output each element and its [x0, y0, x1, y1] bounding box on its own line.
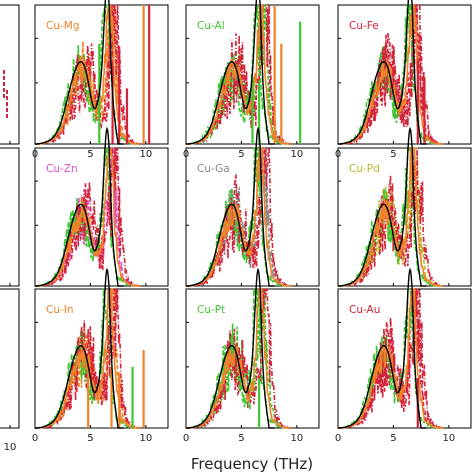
- x-tick-label: 10: [139, 433, 152, 444]
- alloy-dos-line: [186, 145, 292, 287]
- x-tick-label: 5: [238, 149, 244, 160]
- alloy-dos-line: [35, 288, 141, 429]
- alloy-dos-line: [35, 288, 141, 429]
- reference-cu-dos-line: [338, 267, 427, 429]
- alloy-dos-line: [186, 147, 292, 287]
- panel-cu-pt: 0 5 10 Cu-Pt: [183, 267, 320, 444]
- reference-cu-dos-line: [35, 267, 124, 429]
- panel-title: Cu-Ga: [197, 163, 230, 175]
- panel-frame: [185, 288, 320, 429]
- panel-title: Cu-Au: [349, 304, 380, 316]
- reference-cu-dos-line: [35, 0, 124, 145]
- x-tick-label: 0: [183, 433, 189, 444]
- x-tick-label: 0: [335, 433, 341, 444]
- panel-frame: [34, 288, 169, 429]
- panel-frame: [337, 4, 472, 145]
- left-partial-tick-label: 10: [4, 442, 17, 453]
- panel-cu-fe: 0 5Cu-Fe: [335, 0, 472, 160]
- panel-title: Cu-Zn: [46, 163, 78, 175]
- panel-cu-zn: Cu-Zn: [34, 126, 169, 287]
- alloy-dos-line: [186, 288, 292, 429]
- panel-cu-pd: Cu-Pd: [337, 126, 472, 288]
- alloy-dos-line: [35, 147, 141, 287]
- panel-title: Cu-Fe: [349, 20, 379, 32]
- alloy-dos-line: [338, 147, 444, 288]
- panel-frame: [185, 147, 320, 287]
- alloy-dos-line: [35, 147, 141, 287]
- panel-frame: [337, 288, 472, 429]
- x-tick-label: 5: [87, 149, 93, 160]
- left-partial-panels: [0, 4, 20, 429]
- panel-frame: [337, 147, 472, 287]
- panel-frame: [34, 4, 169, 145]
- x-tick-label: 5: [390, 433, 396, 444]
- alloy-dos-line: [35, 4, 141, 145]
- panel-title: Cu-Pd: [349, 163, 380, 175]
- panel-title: Cu-In: [46, 304, 74, 316]
- reference-cu-dos-line: [186, 267, 275, 429]
- x-tick-label: 10: [290, 433, 303, 444]
- x-tick-label: 5: [87, 433, 93, 444]
- reference-cu-dos-line: [338, 0, 427, 145]
- panel-title: Cu-Pt: [197, 304, 225, 316]
- x-axis-label: Frequency (THz): [191, 455, 313, 473]
- panel-frame: [34, 147, 169, 287]
- panel-cu-in: 0 5 10 Cu-In: [32, 267, 169, 444]
- reference-cu-dos-line: [35, 126, 124, 287]
- partial-panel-frame: [0, 147, 20, 287]
- x-tick-label: 0: [32, 433, 38, 444]
- x-tick-label: 10: [290, 149, 303, 160]
- x-tick-label: 10: [139, 149, 152, 160]
- reference-cu-dos-line: [186, 126, 275, 287]
- panel-cu-au: 0 5 10 Cu-Au: [335, 267, 472, 444]
- alloy-dos-line: [186, 147, 292, 287]
- alloy-dos-line: [338, 4, 444, 145]
- partial-panel-frame: [0, 288, 20, 429]
- reference-cu-dos-line: [186, 0, 275, 145]
- x-tick-label: 5: [390, 149, 396, 160]
- panel-title: Cu-Mg: [46, 20, 80, 32]
- x-tick-label: 5: [238, 433, 244, 444]
- x-tick-label: 10: [442, 433, 455, 444]
- reference-cu-dos-line: [338, 126, 427, 287]
- partial-panel-frame: [0, 4, 20, 145]
- alloy-dos-line: [338, 4, 444, 145]
- panel-grid: 0 5 10 Cu-Mg 0 5 10 Cu-Al 0 5 Cu-Fe Cu-Zn Cu-Ga Cu-Pd…: [32, 0, 472, 444]
- alloy-dos-line: [35, 288, 141, 430]
- panel-cu-ga: Cu-Ga: [185, 126, 320, 287]
- alloy-dos-line: [35, 4, 141, 145]
- panel-title: Cu-Al: [197, 20, 225, 32]
